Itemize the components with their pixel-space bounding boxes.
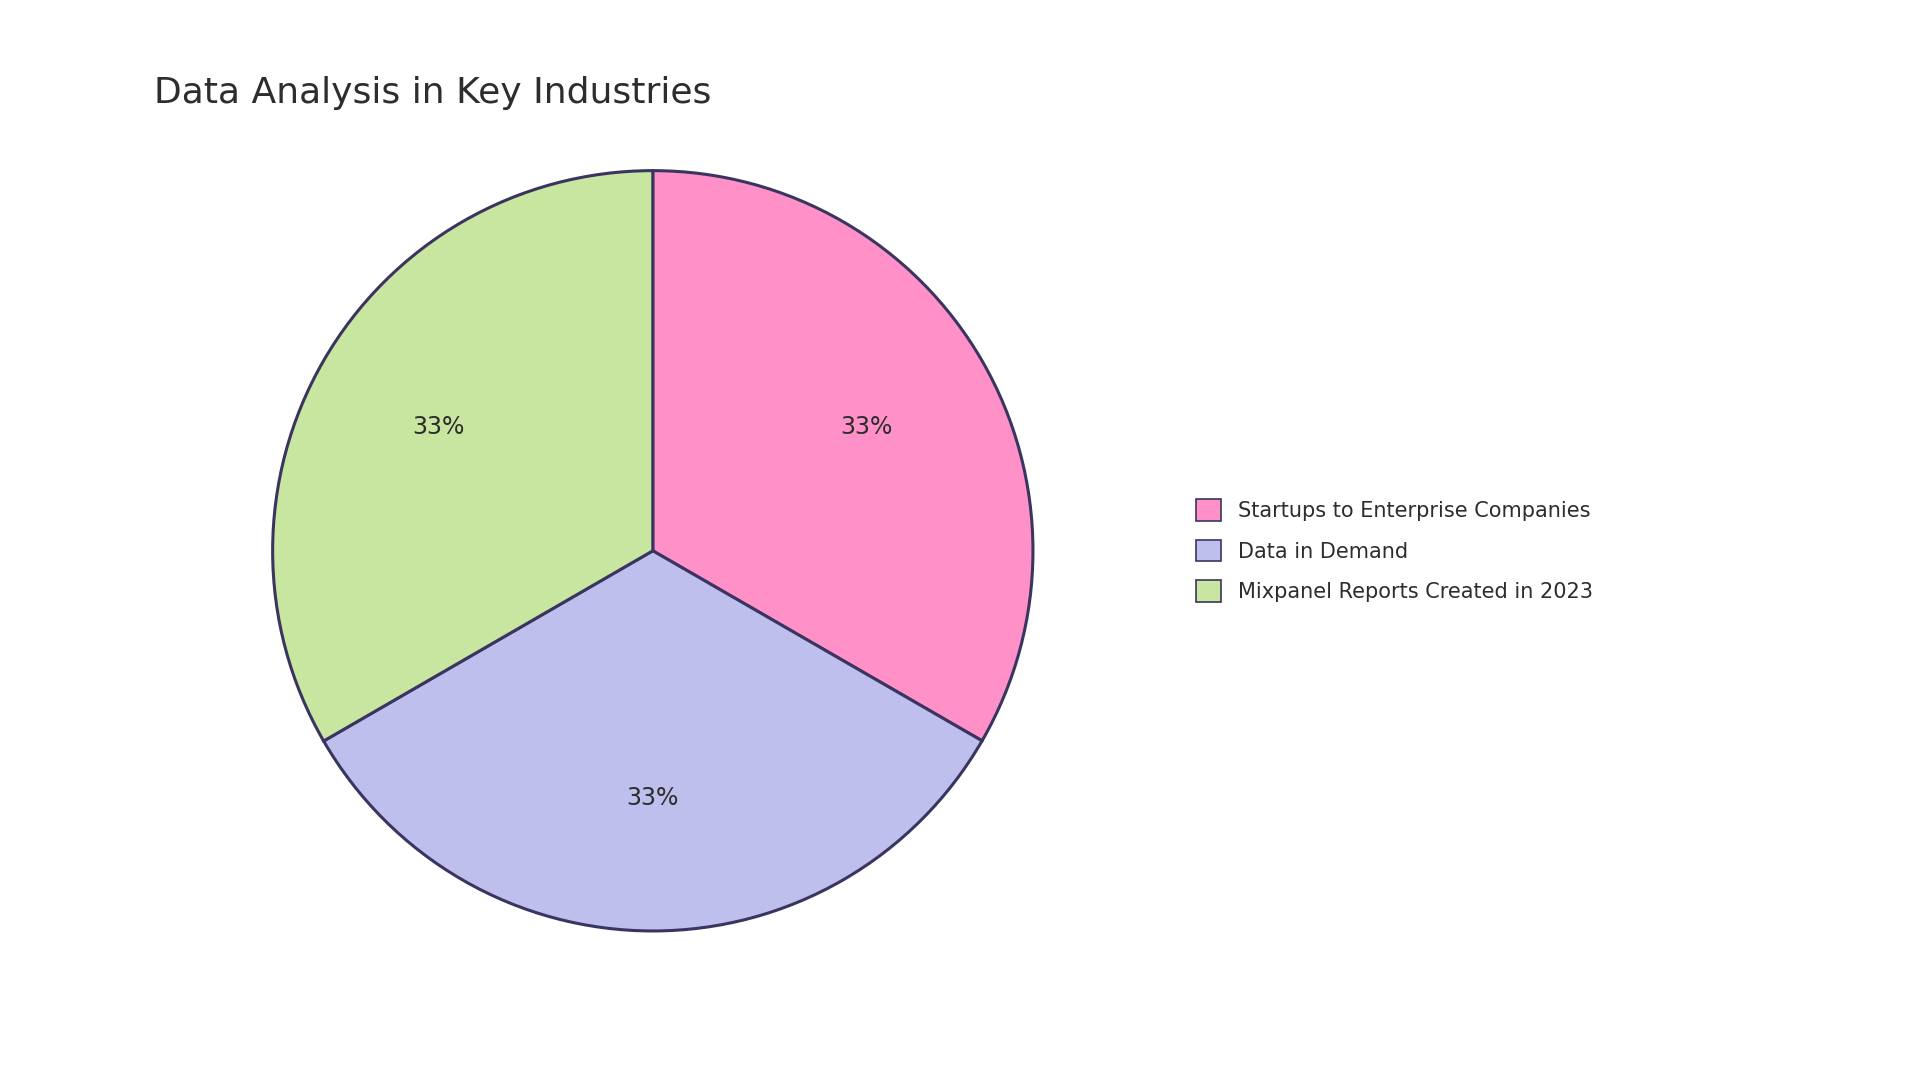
Wedge shape xyxy=(324,551,981,931)
Text: 33%: 33% xyxy=(626,786,680,810)
Text: Data Analysis in Key Industries: Data Analysis in Key Industries xyxy=(154,76,710,109)
Text: 33%: 33% xyxy=(413,416,465,440)
Wedge shape xyxy=(273,171,653,741)
Legend: Startups to Enterprise Companies, Data in Demand, Mixpanel Reports Created in 20: Startups to Enterprise Companies, Data i… xyxy=(1187,489,1603,612)
Wedge shape xyxy=(653,171,1033,741)
Text: 33%: 33% xyxy=(841,415,893,440)
